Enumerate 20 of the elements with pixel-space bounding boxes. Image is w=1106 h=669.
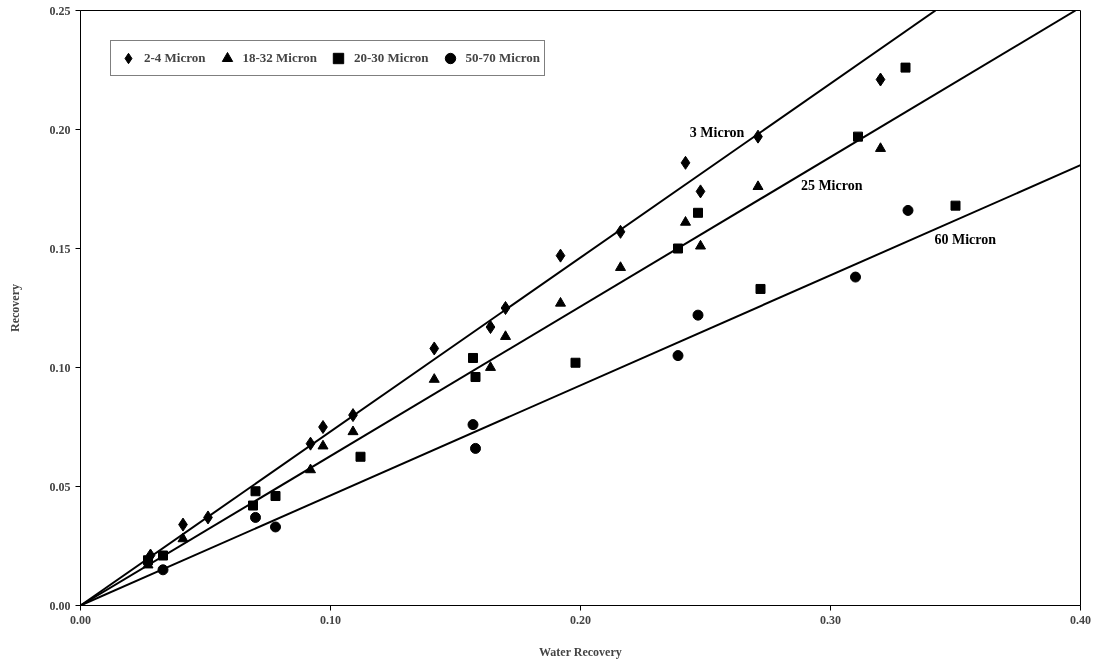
- y-tick-label: 0.20: [49, 122, 71, 137]
- legend-label: 50-70 Micron: [465, 50, 540, 66]
- y-tick-label: 0.00: [49, 598, 71, 613]
- legend-label: 18-32 Micron: [242, 50, 317, 66]
- x-tick-label: 0.00: [70, 612, 91, 627]
- y-tick-label: 0.10: [49, 360, 71, 375]
- series-label: 3 Micron: [689, 125, 745, 141]
- legend-label: 2-4 Micron: [144, 50, 206, 66]
- series-label: 25 Micron: [800, 178, 863, 194]
- y-axis-title: Recovery: [7, 284, 22, 332]
- x-tick-label: 0.10: [320, 612, 341, 627]
- y-tick-label: 0.15: [49, 241, 71, 256]
- series-label: 60 Micron: [934, 232, 997, 248]
- x-axis-title: Water Recovery: [539, 644, 622, 659]
- y-tick-label: 0.05: [49, 479, 71, 494]
- legend-label: 20-30 Micron: [354, 50, 429, 66]
- x-tick-label: 0.40: [1070, 612, 1091, 627]
- x-tick-label: 0.20: [570, 612, 591, 627]
- x-tick-label: 0.30: [820, 612, 841, 627]
- y-tick-label: 0.25: [49, 3, 71, 18]
